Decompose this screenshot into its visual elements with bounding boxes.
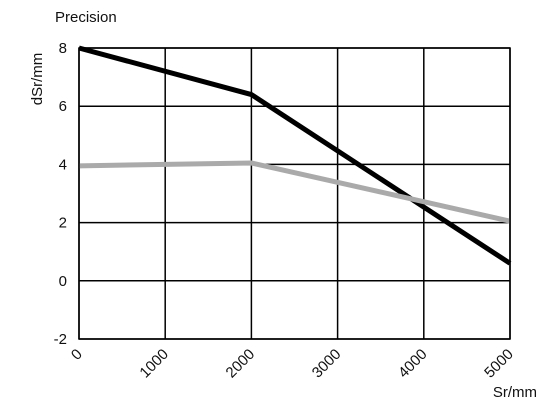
y-tick-label: 2 bbox=[59, 215, 67, 232]
series-group bbox=[78, 45, 512, 266]
plot-frame bbox=[78, 47, 511, 340]
y-tick-label: 8 bbox=[59, 40, 67, 57]
x-tick-label: 2000 bbox=[223, 346, 259, 382]
x-axis-label: Sr/mm bbox=[493, 384, 537, 401]
x-tick-label: 3000 bbox=[309, 346, 345, 382]
y-tick-labels: 8 6 4 2 0 -2 bbox=[54, 40, 67, 348]
x-tick-label: 1000 bbox=[136, 346, 172, 382]
x-tick-labels: 0 1000 2000 3000 4000 5000 bbox=[68, 346, 517, 382]
y-tick-label: 4 bbox=[59, 156, 67, 173]
y-tick-label: 6 bbox=[59, 98, 67, 115]
x-tick-label: 0 bbox=[68, 346, 86, 364]
x-tick-label: 5000 bbox=[481, 346, 517, 382]
y-tick-label: -2 bbox=[54, 331, 67, 348]
chart-title: Precision bbox=[55, 9, 117, 26]
y-axis-label: dSr/mm bbox=[29, 53, 46, 106]
y-tick-label: 0 bbox=[59, 273, 67, 290]
grid bbox=[78, 47, 511, 340]
x-tick-label: 4000 bbox=[395, 346, 431, 382]
series-line-2 bbox=[78, 160, 511, 224]
series-line-1 bbox=[78, 45, 512, 266]
